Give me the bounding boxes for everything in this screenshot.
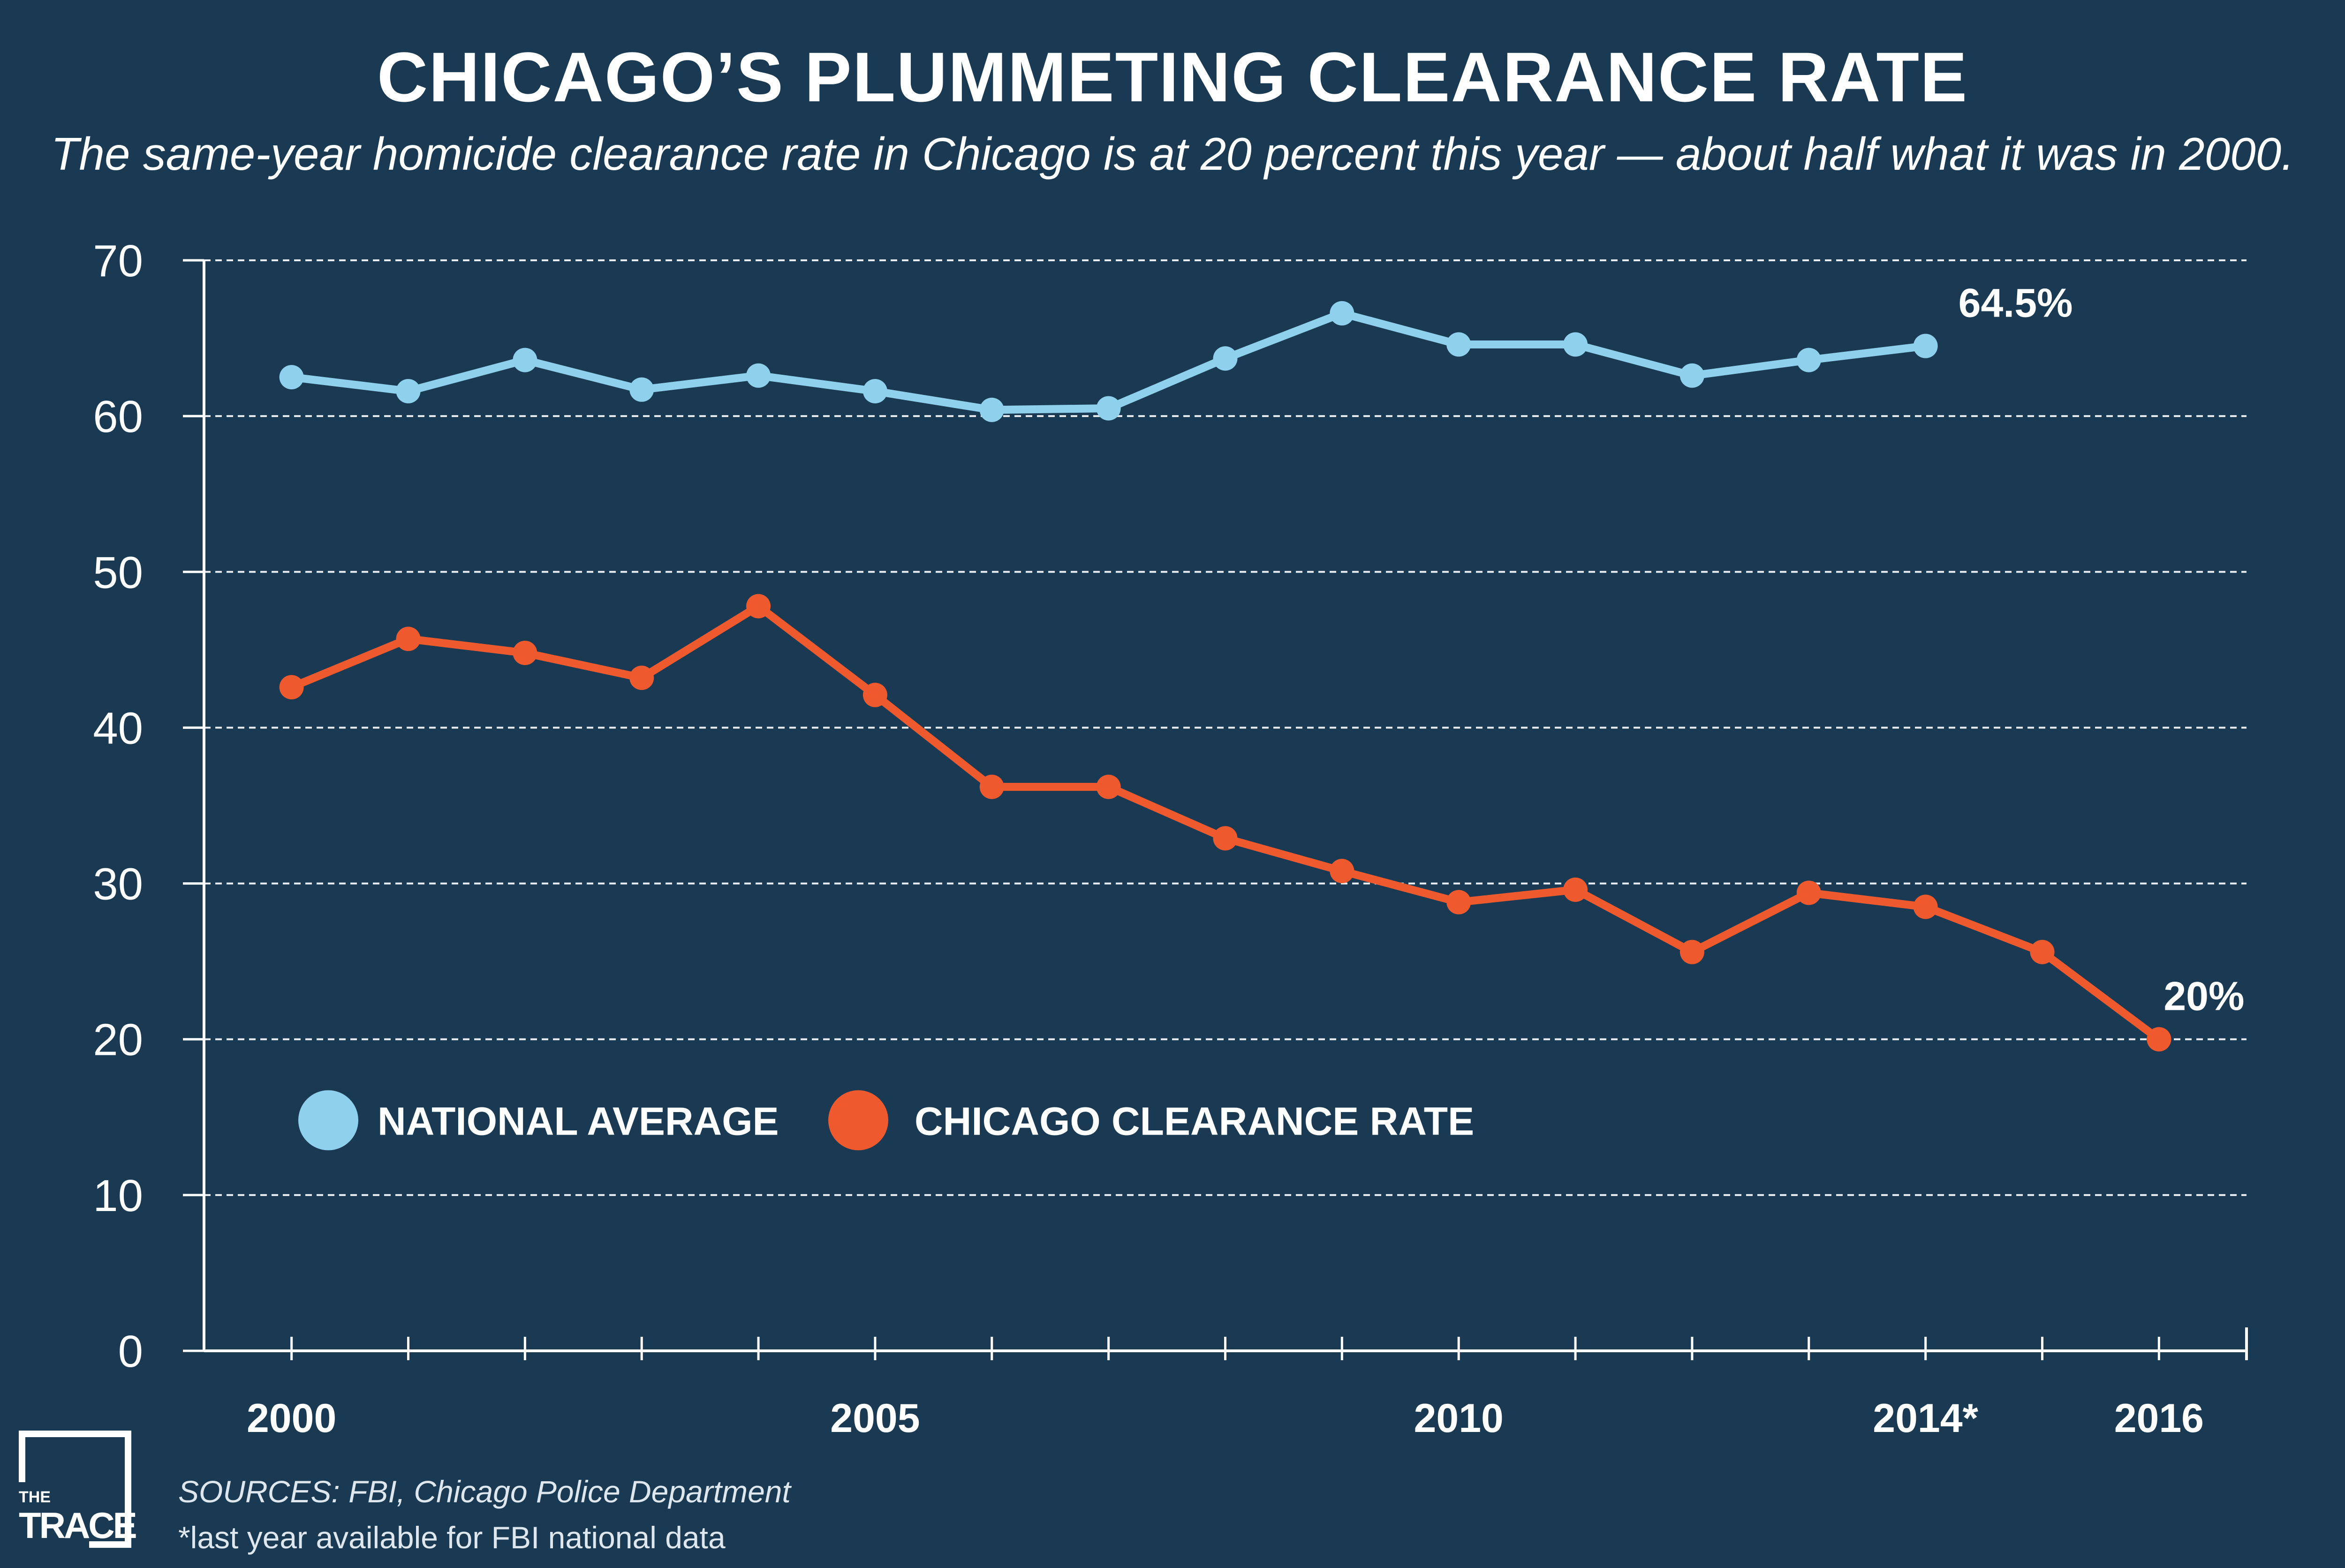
chicago-point-2004 — [746, 594, 771, 619]
legend-marker-national — [298, 1090, 358, 1151]
chicago-point-2015 — [2030, 939, 2055, 964]
the-trace-logo: THE TRACE — [19, 1431, 137, 1553]
chicago-end-label: 20% — [2163, 974, 2244, 1019]
national-end-label: 64.5% — [1959, 281, 2073, 326]
chicago-point-2011 — [1563, 877, 1588, 902]
y-tick-label-40: 40 — [93, 703, 143, 753]
x-tick-label-2014: 2014* — [1873, 1396, 1978, 1441]
x-tick-label-2005: 2005 — [830, 1396, 920, 1441]
national-point-2010 — [1446, 332, 1471, 357]
national-point-2013 — [1796, 348, 1821, 372]
national-point-2012 — [1679, 363, 1704, 388]
chicago-point-2003 — [629, 666, 654, 690]
chicago-point-2014 — [1913, 894, 1938, 919]
chicago-point-2001 — [396, 627, 421, 651]
national-point-2006 — [979, 397, 1004, 422]
logo-text-trace: TRACE — [19, 1505, 137, 1546]
chart-title: CHICAGO’S PLUMMETING CLEARANCE RATE — [377, 38, 1968, 116]
national-point-2003 — [629, 377, 654, 402]
national-point-2000 — [279, 365, 304, 390]
chicago-point-2006 — [979, 774, 1004, 799]
chicago-point-2009 — [1330, 859, 1354, 883]
logo-frame-left — [19, 1431, 25, 1482]
x-tick-label-2010: 2010 — [1414, 1396, 1504, 1441]
national-point-2009 — [1330, 301, 1354, 326]
chicago-point-2000 — [279, 675, 304, 700]
y-tick-label-0: 0 — [118, 1326, 143, 1377]
chicago-point-2008 — [1213, 826, 1238, 851]
y-tick-label-70: 70 — [93, 236, 143, 286]
chicago-series-line — [287, 602, 2163, 1044]
x-tick-label-2000: 2000 — [247, 1396, 336, 1441]
legend-label-chicago: CHICAGO CLEARANCE RATE — [915, 1099, 1474, 1143]
national-point-2004 — [746, 363, 771, 388]
chicago-point-2013 — [1796, 880, 1821, 905]
national-point-2002 — [513, 348, 537, 372]
y-tick-label-20: 20 — [93, 1015, 143, 1065]
footnote: *last year available for FBI national da… — [178, 1520, 726, 1555]
chicago-point-2002 — [513, 641, 537, 665]
legend-marker-chicago — [828, 1090, 888, 1151]
chicago-point-2007 — [1096, 774, 1121, 799]
logo-text-the: THE — [19, 1488, 51, 1506]
x-tick-label-2016: 2016 — [2114, 1396, 2204, 1441]
national-point-2014 — [1913, 333, 1938, 358]
legend-label-national: NATIONAL AVERAGE — [378, 1099, 779, 1143]
chart-subtitle: The same-year homicide clearance rate in… — [51, 128, 2294, 180]
national-point-2011 — [1563, 332, 1588, 357]
y-tick-label-10: 10 — [93, 1171, 143, 1221]
logo-frame-bottom — [89, 1541, 131, 1548]
chicago-point-2005 — [862, 682, 887, 707]
y-tick-label-60: 60 — [93, 392, 143, 442]
national-point-2008 — [1213, 346, 1238, 371]
national-point-2001 — [396, 379, 421, 403]
chicago-point-2012 — [1679, 939, 1704, 964]
chicago-point-2010 — [1446, 890, 1471, 915]
logo-frame — [19, 1431, 131, 1548]
chicago-point-2016 — [2147, 1027, 2171, 1052]
sources-note: SOURCES: FBI, Chicago Police Department — [178, 1474, 791, 1509]
national-point-2005 — [862, 379, 887, 403]
national-point-2007 — [1096, 396, 1121, 421]
y-tick-label-30: 30 — [93, 859, 143, 909]
y-tick-label-50: 50 — [93, 547, 143, 598]
